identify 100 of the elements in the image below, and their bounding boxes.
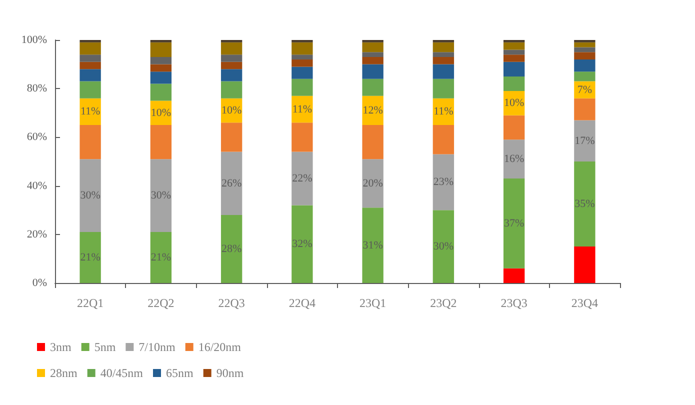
bar (574, 59, 596, 72)
bar (292, 42, 313, 55)
bar (150, 159, 172, 232)
bar (503, 268, 525, 283)
bar (432, 125, 454, 154)
legend-label: 5nm (94, 340, 116, 354)
data-label: 7% (577, 84, 592, 96)
data-label: 16% (504, 153, 524, 166)
bar (574, 120, 596, 162)
bar (150, 57, 172, 64)
bar (220, 122, 242, 152)
bar (362, 42, 384, 52)
data-label: 11% (292, 103, 312, 116)
bar (80, 125, 101, 160)
bar (503, 50, 525, 55)
data-label: 30% (433, 240, 454, 253)
bar (362, 57, 384, 64)
legend-label: 28nm (50, 366, 78, 380)
bar (574, 246, 596, 283)
bar (503, 62, 525, 76)
x-tick-label: 22Q2 (148, 296, 174, 310)
bar (80, 69, 101, 82)
bar (80, 62, 101, 70)
bar (150, 72, 172, 84)
bar (574, 98, 596, 120)
bar (150, 64, 172, 72)
bar (292, 59, 313, 67)
bar (574, 47, 596, 52)
data-label: 35% (574, 198, 595, 210)
y-tick-label: 20% (26, 228, 47, 240)
data-label: 11% (434, 106, 454, 118)
data-label: 26% (221, 177, 242, 190)
bar (574, 52, 596, 60)
y-tick-label: 60% (26, 131, 47, 144)
bar (503, 140, 525, 179)
legend-label: 7/10nm (138, 340, 176, 354)
bar (292, 54, 313, 60)
x-tick-label: 23Q4 (571, 296, 598, 310)
bar (220, 214, 242, 283)
bar (292, 205, 313, 283)
bar (574, 42, 596, 48)
legend-label: 16/20nm (198, 340, 242, 354)
bar (150, 125, 172, 160)
data-label: 10% (504, 97, 524, 110)
x-tick-label: 23Q3 (500, 296, 528, 310)
x-tick-label: 22Q3 (218, 296, 245, 310)
y-tick-label: 100% (21, 34, 47, 46)
legend-label: 65nm (166, 366, 194, 380)
bar (150, 232, 172, 283)
data-label: 21% (80, 251, 100, 264)
x-tick-label: 23Q2 (430, 296, 457, 310)
bar (432, 210, 454, 283)
bar (432, 78, 454, 98)
bar (150, 42, 172, 58)
y-tick-label: 40% (26, 180, 47, 192)
bar (220, 42, 242, 55)
bar (292, 152, 313, 206)
bar (220, 69, 242, 82)
data-label: 11% (80, 106, 100, 118)
x-tick-label: 22Q1 (76, 296, 104, 310)
bar (220, 62, 242, 70)
data-label: 31% (362, 239, 383, 252)
data-label: 32% (292, 238, 312, 250)
y-tick-label: 80% (26, 82, 47, 95)
bar (292, 78, 313, 96)
data-label: 28% (221, 242, 242, 255)
bar (362, 159, 384, 208)
data-label: 10% (221, 104, 242, 116)
data-label: 20% (362, 177, 383, 190)
bar (292, 122, 313, 152)
data-label: 30% (80, 190, 100, 202)
legend-label: 40/45nm (100, 366, 144, 380)
bar (362, 96, 384, 126)
data-label: 30% (150, 190, 172, 202)
bar (362, 78, 384, 96)
bar (220, 152, 242, 215)
bar (80, 159, 101, 232)
bar (220, 54, 242, 62)
data-label: 17% (574, 134, 595, 147)
bar (432, 52, 454, 58)
bar (220, 81, 242, 98)
bar (80, 42, 101, 55)
bar (80, 232, 101, 283)
bar (432, 64, 454, 79)
data-label: 21% (150, 251, 172, 264)
bar (362, 64, 384, 79)
bar (503, 54, 525, 62)
data-label: 12% (362, 104, 383, 116)
x-tick-label: 22Q4 (288, 296, 316, 310)
x-tick-label: 23Q1 (359, 296, 386, 310)
bar (362, 52, 384, 58)
bar (503, 42, 525, 50)
bar (362, 125, 384, 160)
data-label: 37% (504, 217, 524, 230)
data-label: 23% (433, 176, 454, 188)
bar (362, 208, 384, 283)
bar (150, 84, 172, 101)
bar (503, 76, 525, 92)
legend-label: 3nm (50, 340, 72, 354)
bar (432, 154, 454, 210)
